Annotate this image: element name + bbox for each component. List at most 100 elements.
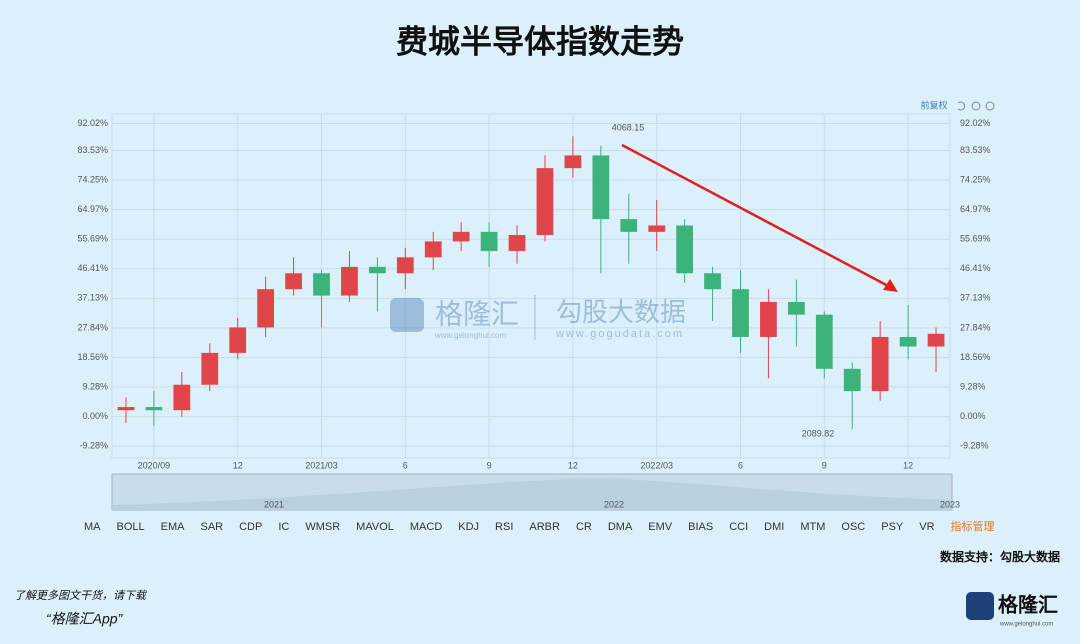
y-tick-label: 46.41% <box>77 263 108 273</box>
x-tick-label: 6 <box>403 460 408 470</box>
y2-tick-label: 74.25% <box>960 174 991 184</box>
candle-body <box>592 155 610 220</box>
y-tick-label: 83.53% <box>77 145 108 155</box>
y2-tick-label: 55.69% <box>960 234 991 244</box>
logo: 格隆汇 <box>998 592 1058 616</box>
y-tick-label: 64.97% <box>77 204 108 214</box>
candle-body <box>368 266 386 274</box>
candle-body <box>452 231 470 242</box>
indicator-button[interactable]: RSI <box>495 521 513 533</box>
candle-body <box>257 289 275 328</box>
candle-body <box>480 231 498 251</box>
y-tick-label: 55.69% <box>77 234 108 244</box>
title: 费城半导体指数走势 <box>396 23 684 59</box>
candle-body <box>648 225 666 232</box>
watermark-url: www.gelonghui.com <box>434 331 506 340</box>
indicator-button[interactable]: MACD <box>410 521 442 533</box>
candle-body <box>620 219 638 232</box>
y2-tick-label: 92.02% <box>960 118 991 128</box>
indicator-button[interactable]: EMA <box>161 521 186 533</box>
y-tick-label: 74.25% <box>77 174 108 184</box>
indicator-button[interactable]: EMV <box>648 521 673 533</box>
indicator-button[interactable]: MTM <box>800 521 825 533</box>
indicator-button[interactable]: VR <box>919 521 934 533</box>
indicator-button[interactable]: KDJ <box>458 521 479 533</box>
annotation-low: 2089.82 <box>802 428 835 438</box>
indicator-button[interactable]: WMSR <box>305 521 340 533</box>
watermark-brand: 格隆汇 <box>435 298 519 329</box>
x-tick-label: 12 <box>903 460 913 470</box>
y2-tick-label: 27.84% <box>960 322 991 332</box>
y2-tick-label: 64.97% <box>960 204 991 214</box>
candle-body <box>787 301 805 315</box>
candle-body <box>927 333 945 347</box>
x-tick-label: 9 <box>822 460 827 470</box>
chart-controls[interactable] <box>957 101 995 111</box>
trend-arrow <box>621 143 893 290</box>
watermark-data-brand: 勾股大数据 <box>556 297 686 327</box>
indicator-button[interactable]: BOLL <box>117 521 145 533</box>
candle-body <box>704 273 721 290</box>
candle-body <box>313 273 330 296</box>
navigator-area <box>112 478 952 510</box>
indicator-button[interactable]: IC <box>278 521 289 533</box>
y2-tick-label: -9.28% <box>960 441 989 451</box>
indicator-button[interactable]: 指标管理 <box>951 519 995 533</box>
arrow-head <box>883 279 898 292</box>
candle-body <box>760 301 777 337</box>
y2-tick-label: 46.41% <box>960 263 991 273</box>
y-tick-label: 0.00% <box>82 411 108 421</box>
indicator-button[interactable]: CDP <box>239 521 262 533</box>
y-tick-label: 18.56% <box>77 352 108 362</box>
candle-body <box>145 407 163 411</box>
indicator-button[interactable]: BIAS <box>688 521 713 533</box>
navigator-year: 2023 <box>940 499 960 509</box>
indicator-button[interactable]: MA <box>84 521 101 533</box>
promo-app: “格隆汇App” <box>46 611 124 627</box>
y-tick-label: 37.13% <box>77 293 108 303</box>
y-tick-label: -9.28% <box>79 441 108 451</box>
x-tick-label: 2022/03 <box>640 460 673 470</box>
candle-body <box>285 273 302 290</box>
logo-icon <box>966 592 994 620</box>
y-tick-label: 92.02% <box>77 118 108 128</box>
candle-body <box>871 336 889 392</box>
candle-body <box>676 225 694 274</box>
annotation-high: 4068.15 <box>612 122 645 132</box>
navigator-year: 2022 <box>604 499 624 509</box>
y2-tick-label: 18.56% <box>960 352 991 362</box>
candle-body <box>508 235 526 251</box>
y2-tick-label: 37.13% <box>960 293 991 303</box>
candle-body <box>564 155 582 169</box>
indicator-button[interactable]: PSY <box>881 521 904 533</box>
x-tick-label: 2021/03 <box>305 460 338 470</box>
y-tick-label: 27.84% <box>77 322 108 332</box>
y2-tick-label: 9.28% <box>960 381 986 391</box>
x-tick-label: 9 <box>487 460 492 470</box>
candle-body <box>396 257 414 274</box>
watermark: 格隆汇 www.gelonghui.com 勾股大数据 www.gogudata… <box>390 295 686 340</box>
y-tick-label: 9.28% <box>82 381 108 391</box>
x-tick-label: 6 <box>738 460 743 470</box>
y2-tick-label: 83.53% <box>960 145 991 155</box>
indicator-button[interactable]: DMA <box>608 521 633 533</box>
indicator-button[interactable]: CCI <box>729 521 748 533</box>
indicator-button[interactable]: SAR <box>200 521 223 533</box>
watermark-data-url: www.gogudata.com <box>555 328 684 340</box>
candle-body <box>732 289 749 337</box>
view-mode[interactable]: 前复权 <box>920 99 947 110</box>
indicator-button[interactable]: CR <box>576 521 592 533</box>
indicator-button[interactable]: OSC <box>841 521 865 533</box>
x-tick-label: 12 <box>233 460 243 470</box>
indicator-button[interactable]: MAVOL <box>356 521 394 533</box>
logo-url: www.gelonghui.com <box>999 622 1053 628</box>
x-tick-label: 12 <box>568 460 578 470</box>
candle-body <box>341 266 358 296</box>
candle-body <box>424 241 442 258</box>
indicator-button[interactable]: DMI <box>764 521 784 533</box>
candle-body <box>536 168 554 236</box>
indicator-button[interactable]: ARBR <box>529 521 560 533</box>
y2-tick-label: 0.00% <box>960 411 986 421</box>
